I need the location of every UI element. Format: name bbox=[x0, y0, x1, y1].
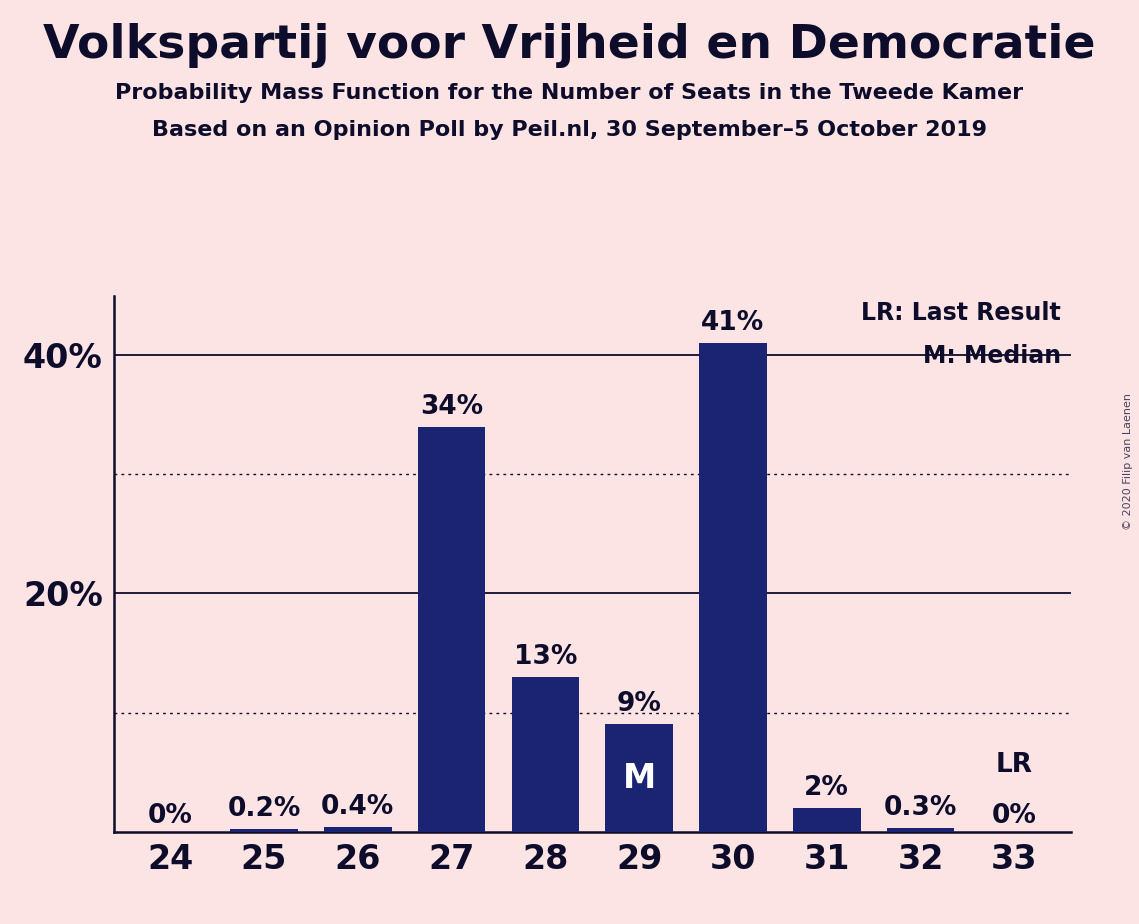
Bar bbox=[793, 808, 861, 832]
Text: 0.3%: 0.3% bbox=[884, 795, 957, 821]
Text: 0%: 0% bbox=[992, 803, 1036, 829]
Text: Volkspartij voor Vrijheid en Democratie: Volkspartij voor Vrijheid en Democratie bbox=[43, 23, 1096, 68]
Text: 13%: 13% bbox=[514, 644, 577, 670]
Bar bbox=[230, 829, 297, 832]
Text: 0.4%: 0.4% bbox=[321, 794, 394, 820]
Text: LR: Last Result: LR: Last Result bbox=[861, 301, 1062, 325]
Bar bbox=[323, 827, 392, 832]
Text: 34%: 34% bbox=[420, 394, 483, 419]
Text: 41%: 41% bbox=[702, 310, 764, 336]
Bar bbox=[606, 724, 673, 832]
Text: M: M bbox=[623, 761, 656, 795]
Text: Based on an Opinion Poll by Peil.nl, 30 September–5 October 2019: Based on an Opinion Poll by Peil.nl, 30 … bbox=[151, 120, 988, 140]
Text: LR: LR bbox=[995, 752, 1033, 778]
Bar bbox=[887, 828, 954, 832]
Text: M: Median: M: Median bbox=[923, 344, 1062, 368]
Text: Probability Mass Function for the Number of Seats in the Tweede Kamer: Probability Mass Function for the Number… bbox=[115, 83, 1024, 103]
Text: 9%: 9% bbox=[616, 691, 662, 717]
Text: © 2020 Filip van Laenen: © 2020 Filip van Laenen bbox=[1123, 394, 1133, 530]
Text: 0.2%: 0.2% bbox=[228, 796, 301, 822]
Bar bbox=[511, 676, 579, 832]
Text: 0%: 0% bbox=[148, 803, 192, 829]
Bar bbox=[699, 344, 767, 832]
Bar bbox=[418, 427, 485, 832]
Text: 2%: 2% bbox=[804, 774, 850, 800]
